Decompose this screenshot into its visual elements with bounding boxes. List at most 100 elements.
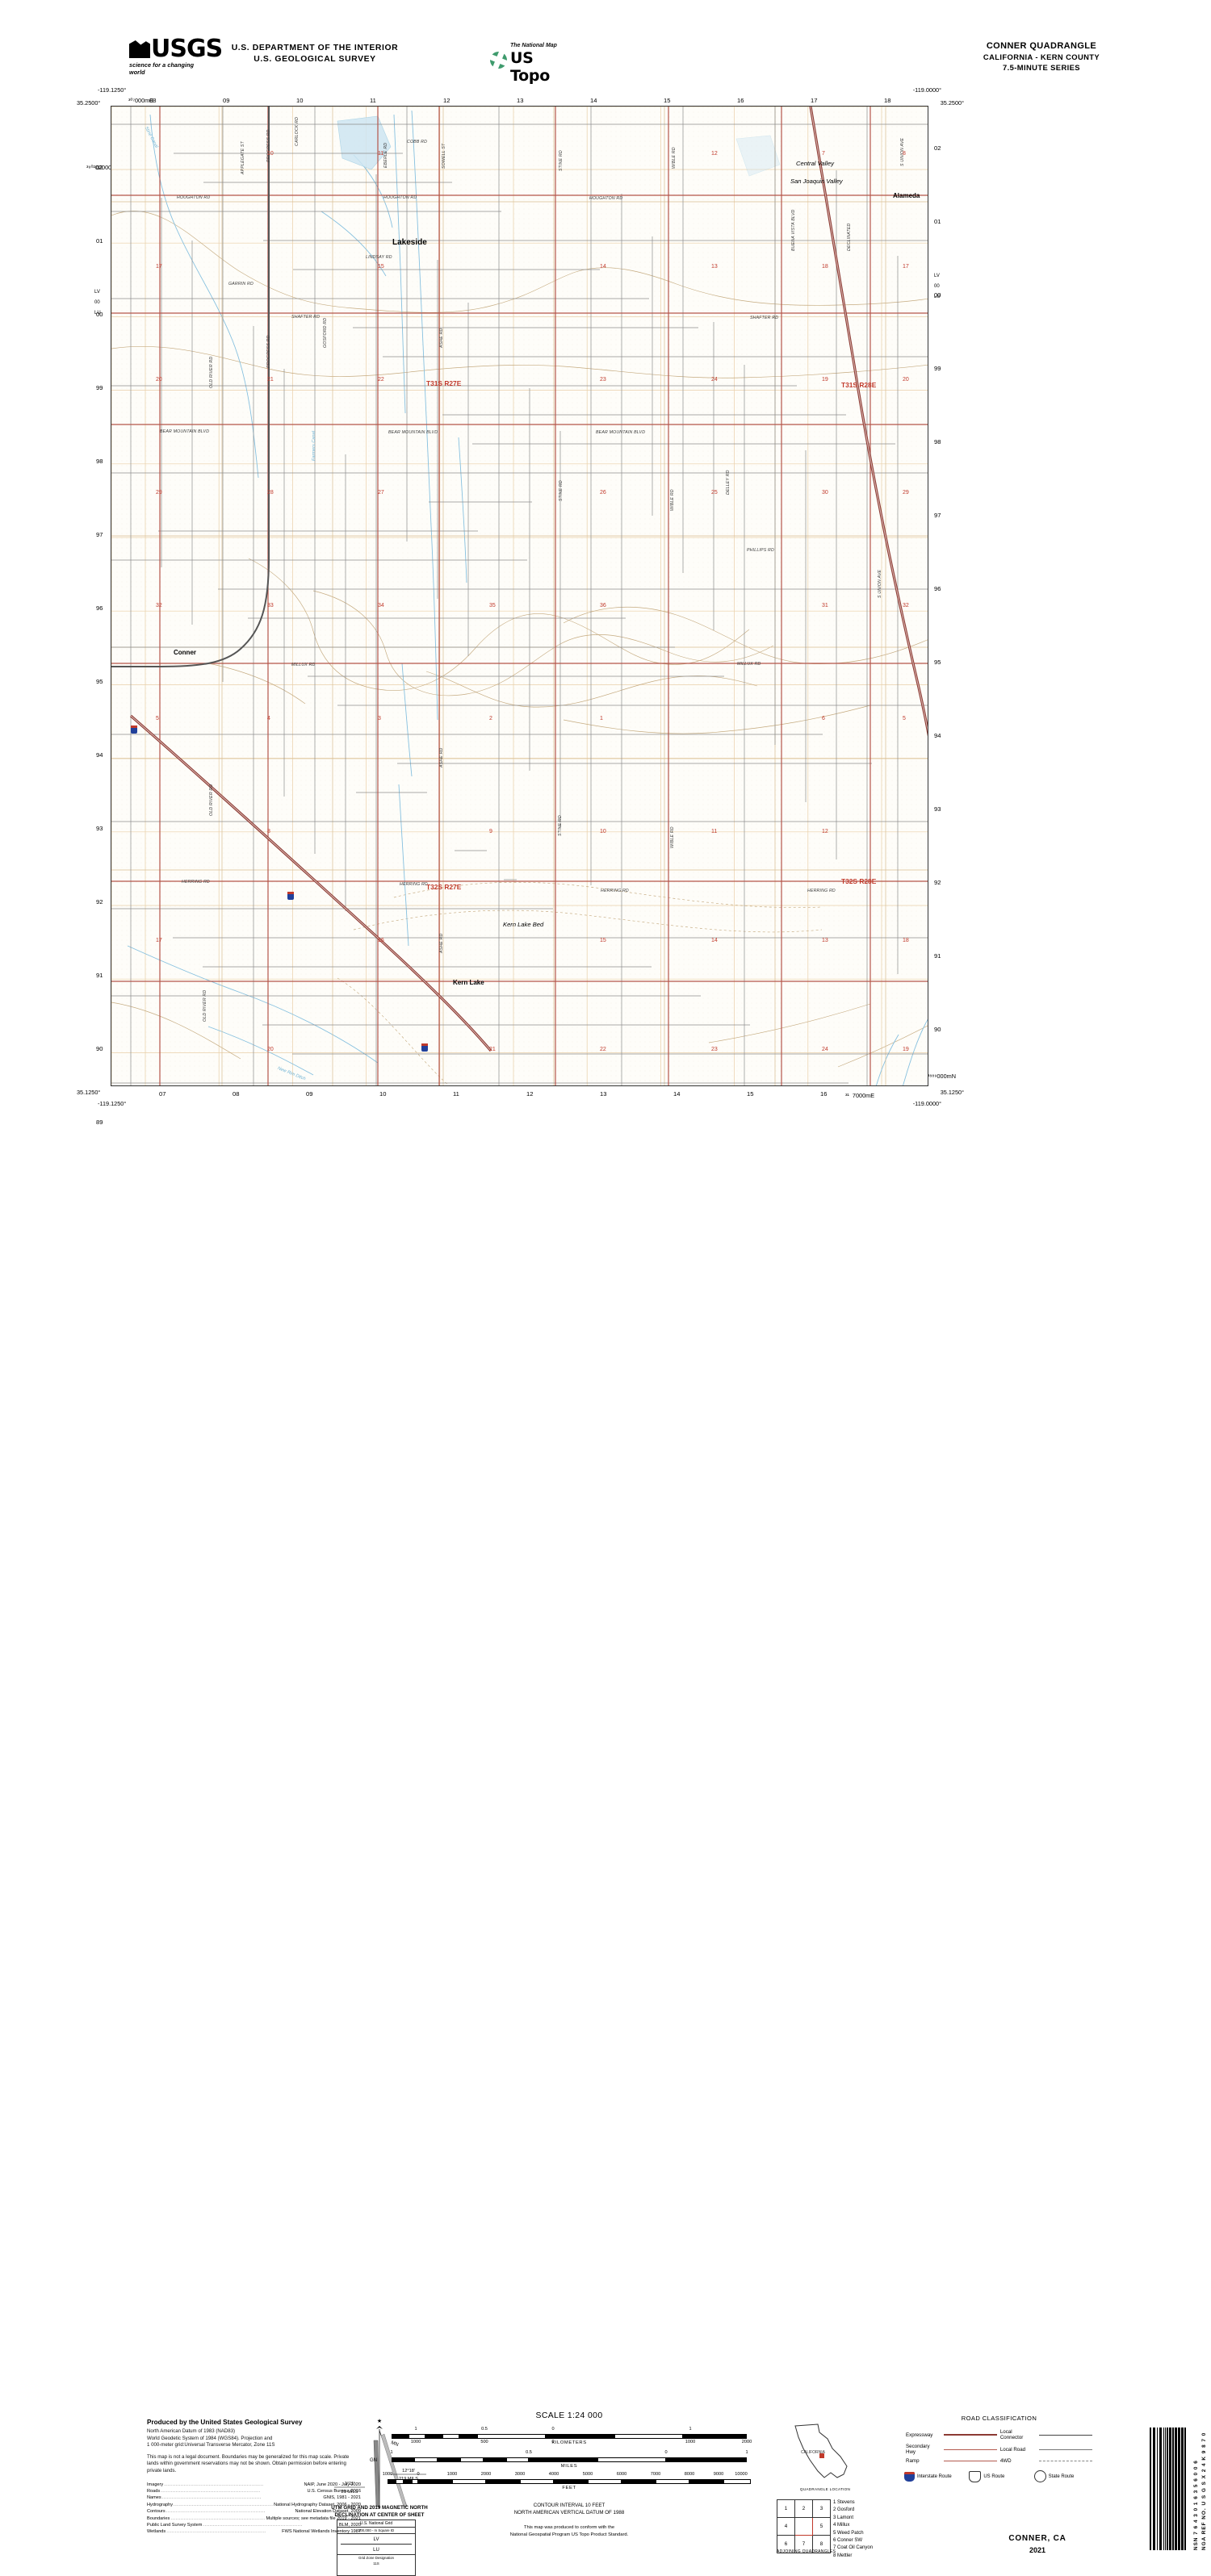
scale-label: 1 <box>745 2450 748 2455</box>
map-place-label: Kern Lake Bed <box>503 921 544 928</box>
scale-label: 1000 <box>410 2440 421 2444</box>
scale-bar-segment <box>459 2434 477 2439</box>
section-number: 15 <box>600 938 606 943</box>
scale-bar-segment <box>529 2457 597 2462</box>
scale-label: 1000 <box>446 2472 458 2477</box>
section-number: 33 <box>267 603 274 608</box>
road-name-label-vertical: APPLEGATE ST <box>241 141 245 174</box>
road-name-label-vertical: STINE RD <box>559 480 564 501</box>
barcode-bar <box>1159 2428 1162 2550</box>
road-class-label: Secondary Hwy <box>906 2444 930 2455</box>
section-number: 22 <box>378 377 384 383</box>
grid-tick-right: 97 <box>934 512 941 519</box>
feet-scale-bar <box>388 2479 751 2485</box>
section-number: 8 <box>267 829 270 834</box>
section-number: 21 <box>489 1047 496 1052</box>
section-number: 27 <box>378 490 384 496</box>
grid-tick-right: 93 <box>934 805 941 813</box>
barcode-bar <box>1169 2428 1171 2550</box>
scale-bar-segment <box>597 2457 666 2462</box>
road-name-label-vertical: S UNION AVE <box>878 569 882 598</box>
grid-tick-right: 95 <box>934 659 941 666</box>
grid-tick-left: 89 <box>96 1119 103 1126</box>
road-class-label: 4WD <box>999 2458 1012 2464</box>
svg-text:★: ★ <box>377 2418 382 2424</box>
section-number: 12 <box>711 151 718 157</box>
credits-source-key: Names <box>147 2495 161 2501</box>
map-place-label: Alameda <box>893 192 920 199</box>
grid-tick-left: 01 <box>96 237 103 245</box>
credits-source-key: Imagery <box>147 2482 164 2487</box>
contour-note: CONTOUR INTERVAL 10 FEET NORTH AMERICAN … <box>388 2502 751 2516</box>
vertical-datum: NORTH AMERICAN VERTICAL DATUM OF 1988 <box>513 2510 625 2515</box>
section-number: 18 <box>822 264 828 270</box>
mile-unit-label: MILES <box>560 2464 578 2469</box>
road-name-label-vertical: STINE RD <box>558 815 563 836</box>
scale-label: 0 <box>551 2440 555 2444</box>
california-outline-icon: CALIFORNIA <box>794 2423 848 2478</box>
grid-tick-top: 09 <box>223 97 230 104</box>
section-number: 14 <box>600 264 606 270</box>
road-name-label: BEAR MOUNTAIN BLVD <box>596 430 646 435</box>
grid-tick-top: 18 <box>884 97 891 104</box>
road-name-label: MILLUX RD <box>737 662 761 667</box>
map-header: USGS science for a changing world U.S. D… <box>0 0 1211 89</box>
map-body[interactable]: -119.1250° 35.2500° -119.0000° 35.2500° … <box>77 86 964 1126</box>
adjoining-center-cell <box>794 2517 813 2536</box>
route-legend-item: Interstate Route <box>904 2471 964 2482</box>
road-name-label: GARRIN RD <box>228 282 254 286</box>
section-number: 35 <box>489 603 496 608</box>
section-number: 28 <box>267 490 274 496</box>
barcode-block: NSN 7 6 4 3 0 1 6 3 5 6 0 0 6 NGA REF NO… <box>1150 2428 1207 2550</box>
svg-text:GN: GN <box>370 2458 377 2463</box>
road-class-row: Ramp 4WD <box>904 2457 1094 2465</box>
scale-label: 2000 <box>741 2440 752 2444</box>
road-class-label: Local Connector <box>999 2429 1024 2440</box>
meter-scale-labels: 1000 500 0 1000 2000 <box>392 2440 752 2447</box>
road-name-label-vertical: CARLOCK RD <box>295 116 300 146</box>
road-name-label-vertical: STINE RD <box>559 150 564 171</box>
road-classification-title: ROAD CLASSIFICATION <box>961 2415 1037 2422</box>
road-name-label-vertical: GOSFORD RD <box>323 317 328 348</box>
road-name-label: SHAFTER RD <box>750 316 779 320</box>
corner-ne-lon: -119.0000° <box>912 86 941 94</box>
scale-bar-segment <box>414 2457 438 2462</box>
us-topo-wordmark: US Topo <box>510 49 550 85</box>
section-number: 2 <box>489 716 492 721</box>
adjoining-cell: 1 <box>777 2499 795 2518</box>
svg-text:1°11': 1°11' <box>345 2482 354 2486</box>
section-number: 23 <box>711 1047 718 1052</box>
road-name-label: HOUGHTON RD <box>589 196 623 201</box>
section-number: 7 <box>822 151 825 157</box>
section-number: 10 <box>600 829 606 834</box>
scale-bar-segment <box>404 2479 412 2484</box>
quad-series: 7.5-MINUTE SERIES <box>1003 63 1080 72</box>
road-name-label: HERRING RD <box>601 889 629 893</box>
road-name-label-vertical: WIBLE RD <box>670 489 675 511</box>
scale-label: 0 <box>551 2427 555 2432</box>
road-class-sample <box>1037 2428 1094 2442</box>
scale-bar-segment <box>588 2479 622 2484</box>
credits-source-dots: ........................................… <box>166 2529 266 2535</box>
line-sample-icon <box>1038 2434 1092 2436</box>
road-name-label-vertical: DELLEY RD <box>726 470 731 495</box>
grid-tick-right: 92 <box>934 879 941 886</box>
road-class-sample <box>942 2428 999 2442</box>
section-number: 13 <box>711 264 718 270</box>
scale-label: 500 <box>480 2440 488 2444</box>
map-collar: Produced by the United States Geological… <box>0 1114 1211 2576</box>
grid-tick-left: 98 <box>96 458 103 465</box>
road-name-label: PHILLIPS RD <box>747 548 774 553</box>
hydrography-label: Farmers Canal <box>312 431 316 461</box>
grid-tick-bottom: 12 <box>526 1090 534 1098</box>
scale-label: 1 <box>689 2427 692 2432</box>
grid-tick-bottom: 14 <box>673 1090 681 1098</box>
road-classification-block: ROAD CLASSIFICATION Expressway Local Conn… <box>904 2415 1094 2482</box>
road-class-sample <box>1037 2442 1094 2457</box>
road-name-label: HOUGHTON RD <box>383 195 417 200</box>
road-name-label: HERRING RD <box>400 882 428 887</box>
barcode-bar <box>1181 2428 1184 2550</box>
map-neatline[interactable]: Lakeside Alameda Conner Central Valley San J… <box>111 106 928 1086</box>
township-range-label: T31S R28E <box>841 381 877 389</box>
section-number: 5 <box>156 716 159 721</box>
